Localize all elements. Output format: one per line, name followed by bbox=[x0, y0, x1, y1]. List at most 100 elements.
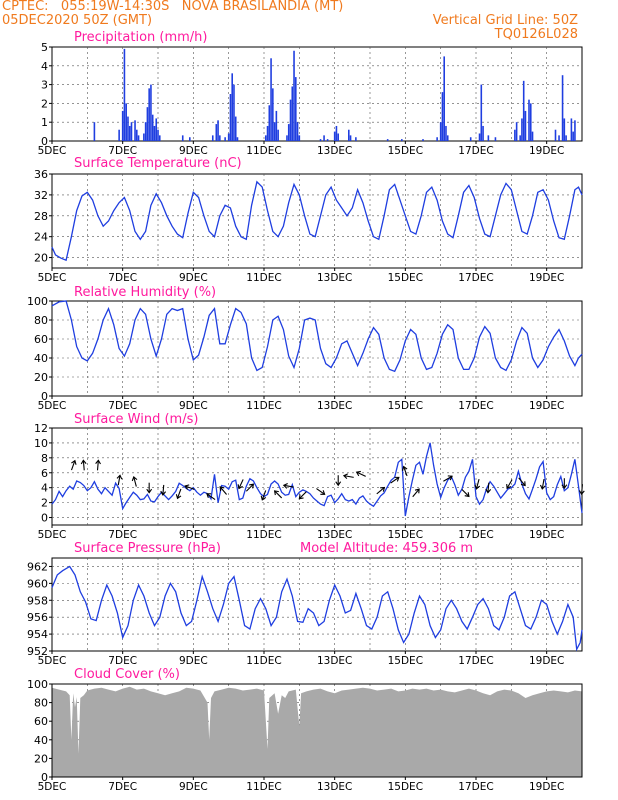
wind-arrow-shaft bbox=[176, 488, 182, 499]
precip-bar bbox=[157, 129, 159, 141]
wind-arrow-head bbox=[237, 484, 243, 490]
precip-bar bbox=[268, 105, 271, 141]
wind-arrow-head bbox=[95, 459, 101, 465]
wind-ytick-label: 10 bbox=[34, 437, 48, 450]
wind-arrow bbox=[184, 484, 195, 490]
wind-arrow-shaft bbox=[443, 475, 453, 482]
wind-arrow-head bbox=[131, 475, 138, 482]
precip-xtick-label: 13DEC bbox=[317, 145, 352, 157]
precip-bar bbox=[482, 125, 484, 141]
precip-xtick-label: 9DEC bbox=[179, 145, 208, 157]
wind-arrow-shaft bbox=[133, 476, 137, 487]
wind-arrow-head bbox=[578, 490, 585, 496]
wind-arrow-head bbox=[273, 490, 279, 496]
wind-ytick-label: 4 bbox=[41, 482, 48, 495]
precip-bar bbox=[478, 133, 481, 141]
precip-bar bbox=[291, 86, 294, 141]
precip-bar bbox=[487, 135, 490, 141]
pressure-ytick-label: 954 bbox=[27, 628, 48, 641]
temp-ytick-label: 36 bbox=[34, 168, 48, 181]
wind-arrow-head bbox=[401, 465, 408, 471]
precip-bar bbox=[323, 135, 325, 141]
wind-arrow-head bbox=[485, 488, 492, 494]
precip-bar bbox=[326, 139, 329, 141]
precip-bar bbox=[153, 125, 156, 141]
wind-arrow-head bbox=[71, 459, 77, 465]
precip-bar bbox=[446, 135, 449, 141]
rh-ytick-label: 40 bbox=[34, 352, 48, 365]
precip-bar bbox=[121, 110, 124, 141]
wind-xtick-label: 9DEC bbox=[179, 529, 208, 541]
wind-arrow bbox=[70, 459, 77, 471]
precip-bar bbox=[151, 114, 154, 141]
precip-ytick-label: 4 bbox=[41, 60, 48, 73]
rh-ytick-label: 100 bbox=[27, 295, 48, 308]
cloud-xtick-label: 13DEC bbox=[317, 781, 352, 793]
temp-ytick-label: 28 bbox=[34, 210, 48, 223]
precip-bar bbox=[215, 124, 218, 141]
wind-arrow-shaft bbox=[274, 490, 283, 499]
precip-xtick-label: 5DEC bbox=[38, 145, 67, 157]
wind-arrow-shaft bbox=[261, 490, 267, 501]
precip-bar bbox=[270, 58, 272, 141]
rh-xtick-label: 15DEC bbox=[388, 400, 423, 412]
precip-bar bbox=[333, 131, 336, 141]
wind-arrow-shaft bbox=[316, 488, 325, 495]
rh-xtick-label: 11DEC bbox=[246, 400, 281, 412]
pressure-line bbox=[51, 565, 583, 652]
precip-ytick-label: 5 bbox=[41, 41, 48, 54]
wind-arrow-head bbox=[160, 490, 167, 496]
wind-ytick-label: 8 bbox=[41, 452, 48, 465]
wind-arrow-head bbox=[298, 494, 304, 500]
pressure-xtick-label: 19DEC bbox=[529, 655, 564, 667]
precip-bar bbox=[441, 92, 444, 141]
wind-arrow-shaft bbox=[219, 486, 228, 495]
wind-arrow-shaft bbox=[343, 475, 354, 478]
wind-arrow-head bbox=[206, 493, 212, 498]
run-date: 05DEC2020 50Z (GMT) bbox=[2, 13, 153, 28]
wind-line bbox=[51, 442, 583, 517]
precip-bar bbox=[118, 129, 120, 141]
temp-xtick-label: 15DEC bbox=[388, 272, 423, 284]
wind-arrow-head bbox=[249, 483, 255, 489]
temp-line bbox=[51, 180, 583, 262]
grid-note: Vertical Grid Line: 50Z bbox=[432, 13, 578, 28]
precip-bar bbox=[158, 135, 161, 141]
wind-arrow-shaft bbox=[245, 483, 254, 492]
precip-bar bbox=[189, 137, 191, 141]
temp-ytick-label: 24 bbox=[34, 231, 48, 244]
precip-bar bbox=[287, 124, 290, 141]
wind-arrow bbox=[578, 484, 585, 496]
run-id: TQ0126L028 bbox=[494, 27, 578, 42]
wind-arrow bbox=[260, 490, 267, 501]
rh-ytick-label: 0 bbox=[41, 390, 48, 403]
precip-bar bbox=[219, 135, 221, 141]
precip-bar bbox=[528, 99, 530, 141]
precip-bar bbox=[181, 135, 184, 141]
precip-bar bbox=[436, 137, 438, 141]
temp-xtick-label: 7DEC bbox=[108, 272, 137, 284]
wind-xtick-label: 15DEC bbox=[388, 529, 423, 541]
cloud-ytick-label: 60 bbox=[34, 715, 48, 728]
wind-arrow bbox=[160, 484, 167, 496]
wind-arrow bbox=[335, 475, 342, 487]
wind-arrow-shaft bbox=[506, 479, 513, 489]
cloud-xtick-label: 7DEC bbox=[108, 781, 137, 793]
precip-bar bbox=[572, 131, 574, 141]
precip-bar bbox=[272, 88, 274, 141]
wind-arrow bbox=[390, 476, 400, 484]
precip-bar bbox=[134, 120, 136, 141]
precip-bar bbox=[296, 122, 299, 141]
precip-title: Precipitation (mm/h) bbox=[74, 30, 207, 45]
rh-xtick-label: 17DEC bbox=[458, 400, 493, 412]
cloud-xtick-label: 19DEC bbox=[529, 781, 564, 793]
pressure-title: Surface Pressure (hPa) bbox=[74, 541, 221, 556]
precip-bar bbox=[515, 122, 518, 141]
wind-arrow-shaft bbox=[356, 471, 366, 477]
precip-bar bbox=[286, 135, 288, 141]
precip-bar bbox=[233, 84, 235, 141]
rh-xtick-label: 7DEC bbox=[108, 400, 137, 412]
wind-arrow bbox=[376, 486, 386, 495]
rh-ytick-label: 20 bbox=[34, 371, 48, 384]
